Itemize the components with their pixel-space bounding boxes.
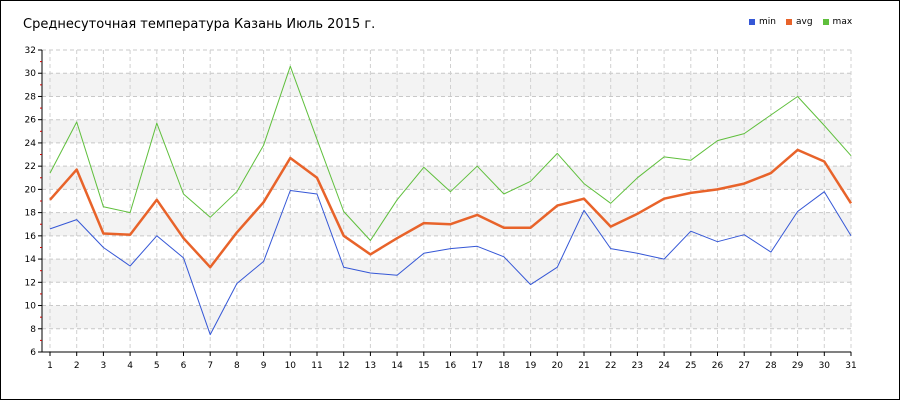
x-tick-label: 9	[261, 361, 267, 371]
y-tick-label: 20	[25, 185, 37, 195]
series-line-max	[49, 65, 852, 241]
x-tick-label: 25	[685, 361, 696, 371]
x-tick-label: 4	[127, 361, 133, 371]
grid-band	[42, 73, 851, 97]
x-tick-label: 31	[845, 361, 856, 371]
x-tick-label: 1	[47, 361, 53, 371]
legend-label: max	[832, 17, 853, 27]
legend-swatch	[822, 19, 829, 25]
x-tick-label: 11	[311, 361, 322, 371]
x-tick-label: 29	[792, 361, 804, 371]
x-tick-label: 20	[552, 361, 564, 371]
y-tick-label: 8	[30, 325, 36, 335]
x-tick-label: 27	[738, 361, 749, 371]
x-tick-label: 5	[154, 361, 160, 371]
x-tick-label: 17	[471, 361, 482, 371]
y-tick-label: 10	[25, 302, 37, 312]
grid-band	[42, 166, 851, 190]
x-tick-label: 21	[578, 361, 589, 371]
x-tick-label: 19	[525, 361, 537, 371]
x-tick-label: 8	[234, 361, 240, 371]
chart-title: Среднесуточная температура Казань Июль 2…	[23, 17, 376, 32]
x-tick-label: 15	[418, 361, 429, 371]
y-tick-label: 18	[25, 209, 37, 219]
x-tick-label: 14	[391, 361, 403, 371]
x-tick-label: 13	[365, 361, 376, 371]
y-tick-label: 30	[25, 69, 37, 79]
legend-label: min	[759, 17, 776, 27]
legend-item-avg: avg	[785, 17, 813, 27]
x-tick-label: 3	[101, 361, 107, 371]
x-tick-label: 2	[74, 361, 80, 371]
y-tick-label: 14	[25, 255, 37, 265]
legend-swatch	[785, 19, 792, 25]
grid-band	[42, 305, 851, 329]
y-tick-label: 32	[25, 46, 36, 56]
y-tick-label: 6	[30, 348, 36, 358]
series-line-min	[49, 190, 852, 336]
legend-item-max: max	[822, 17, 853, 27]
y-tick-label: 28	[25, 92, 37, 102]
x-tick-label: 6	[181, 361, 187, 371]
legend: min avg max	[749, 17, 852, 27]
y-tick-label: 26	[25, 116, 37, 126]
x-tick-label: 12	[338, 361, 349, 371]
y-tick-label: 12	[25, 278, 36, 288]
series-line-avg	[49, 148, 853, 269]
x-tick-label: 23	[632, 361, 643, 371]
x-tick-label: 24	[658, 361, 670, 371]
x-tick-label: 7	[207, 361, 213, 371]
legend-label: avg	[795, 17, 813, 27]
x-tick-label: 30	[819, 361, 831, 371]
x-tick-label: 26	[712, 361, 724, 371]
legend-item-min: min	[749, 17, 776, 27]
y-tick-label: 24	[25, 139, 37, 149]
x-tick-label: 18	[498, 361, 510, 371]
x-tick-label: 22	[605, 361, 616, 371]
grid-band	[42, 259, 851, 283]
y-tick-label: 22	[25, 162, 36, 172]
grid-band	[42, 119, 851, 143]
y-tick-label: 16	[25, 232, 37, 242]
x-tick-label: 28	[765, 361, 777, 371]
x-tick-label: 16	[445, 361, 457, 371]
x-tick-label: 10	[285, 361, 297, 371]
legend-swatch	[749, 19, 755, 25]
